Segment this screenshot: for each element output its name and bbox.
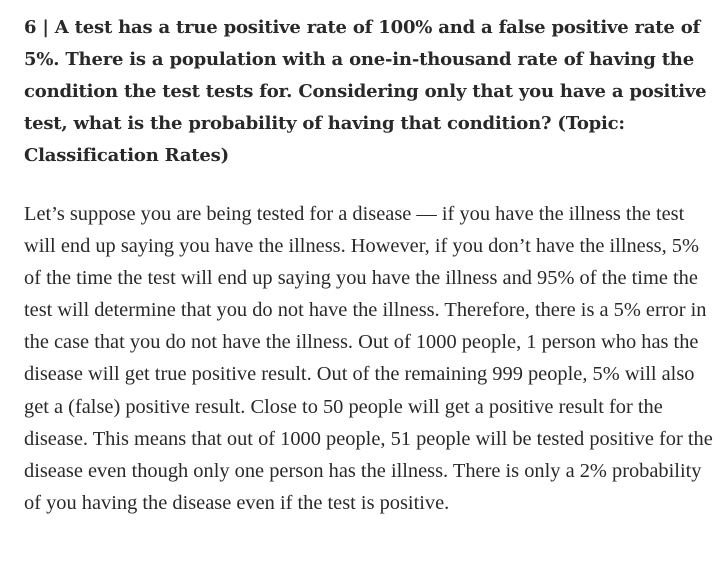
article-content: 6 | A test has a true positive rate of 1… (24, 12, 714, 519)
answer-paragraph: Let’s suppose you are being tested for a… (24, 203, 713, 514)
question-heading: 6 | A test has a true positive rate of 1… (24, 17, 707, 166)
